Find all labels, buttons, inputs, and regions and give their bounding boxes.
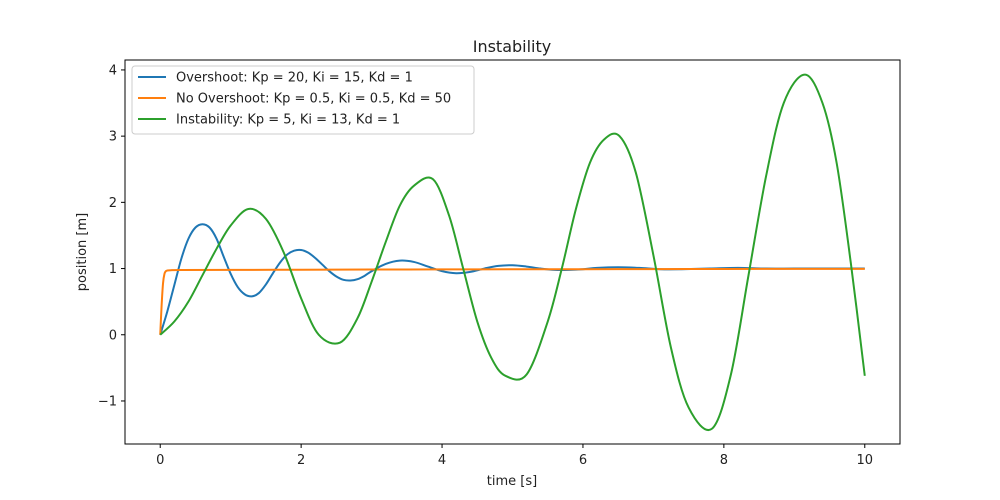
legend-label-3: Instability: Kp = 5, Ki = 13, Kd = 1 [176,113,400,128]
y-tick-label: 4 [109,63,117,78]
series-line-3 [159,73,866,431]
y-tick-label: −1 [98,394,117,409]
legend-label-2: No Overshoot: Kp = 0.5, Ki = 0.5, Kd = 5… [176,92,451,107]
series-line-2 [159,267,865,335]
legend-items: Overshoot: Kp = 20, Ki = 15, Kd = 1 No Ov… [138,71,451,128]
legend-label-1: Overshoot: Kp = 20, Ki = 15, Kd = 1 [176,71,413,86]
plot-frame [124,59,901,445]
y-axis-ticks: −1 0 1 2 3 4 [98,63,125,409]
x-tick-label: 4 [438,453,446,468]
series-line-1 [159,223,865,336]
x-axis-ticks: 0 2 4 6 8 10 [156,444,873,468]
x-tick-label: 6 [579,453,587,468]
x-tick-label: 8 [720,453,728,468]
series-lines [159,73,866,431]
x-tick-label: 10 [856,453,873,468]
y-tick-label: 2 [109,196,117,211]
legend: Overshoot: Kp = 20, Ki = 15, Kd = 1 No Ov… [131,65,475,135]
y-tick-label: 0 [109,328,117,343]
x-axis-label: time [s] [487,474,537,489]
chart-title: Instability [473,37,552,56]
y-tick-label: 1 [109,262,117,277]
legend-box [131,65,475,135]
y-tick-label: 3 [109,130,117,145]
x-tick-label: 0 [156,453,164,468]
y-axis-label: position [m] [75,213,90,291]
x-tick-label: 2 [297,453,305,468]
